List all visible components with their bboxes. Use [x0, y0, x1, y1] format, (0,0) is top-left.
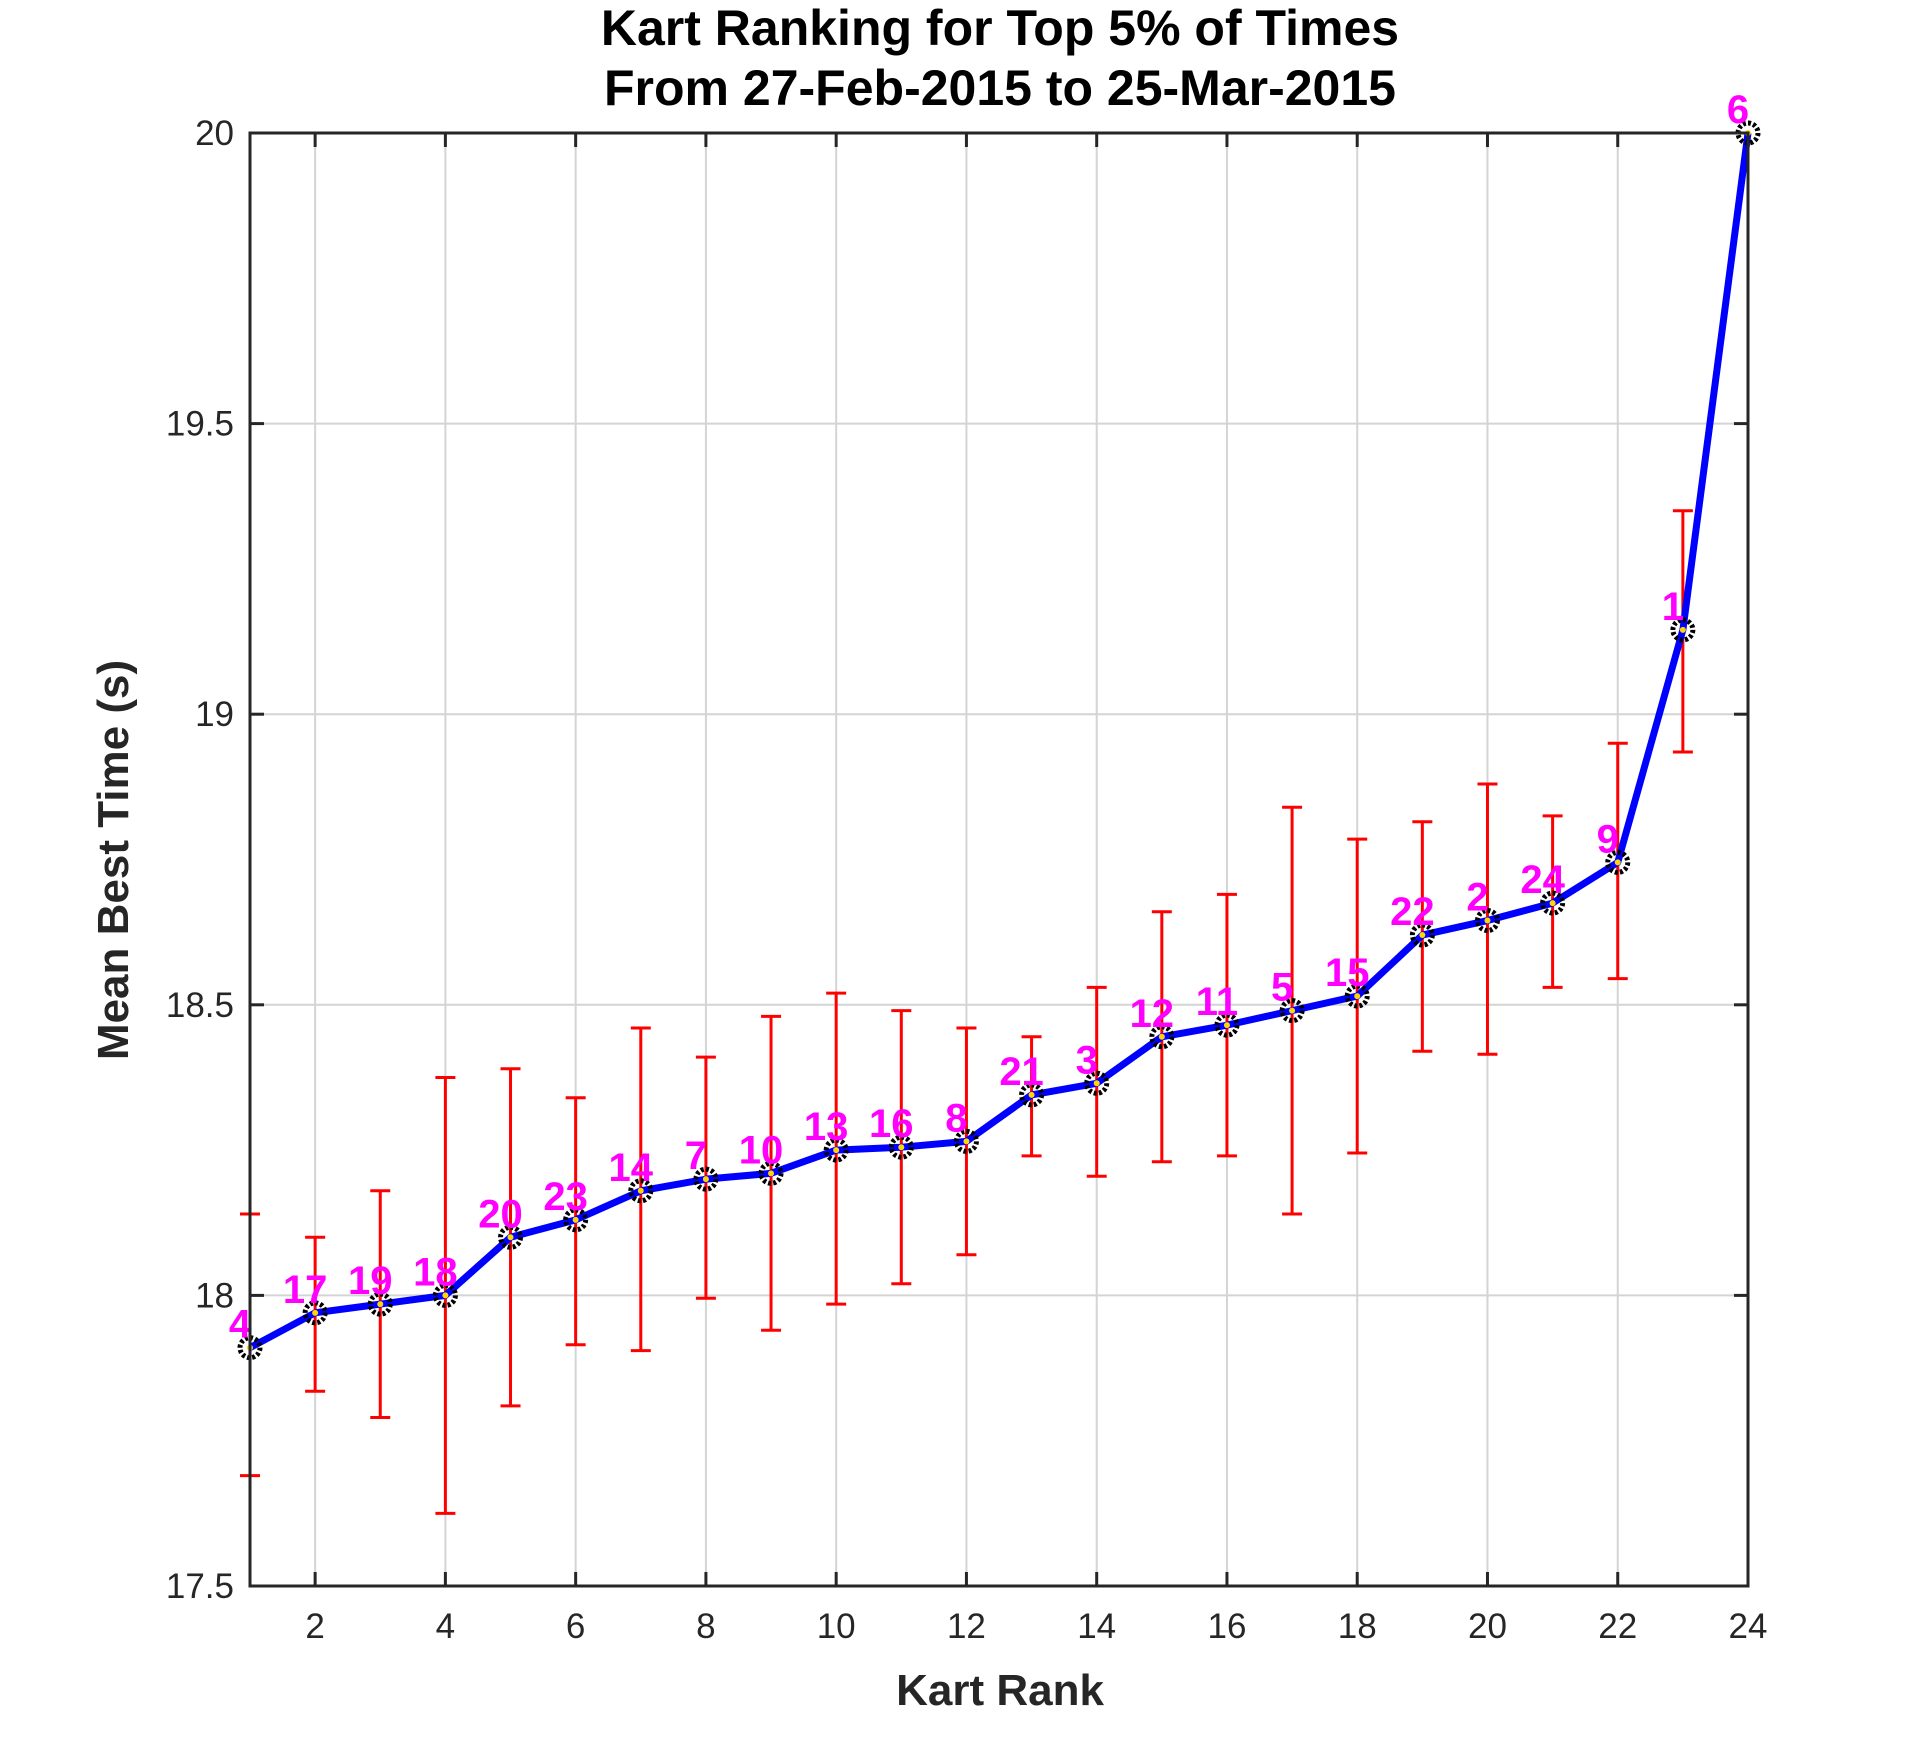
x-tick-label: 14: [1077, 1607, 1116, 1646]
y-axis-label: Mean Best Time (s): [89, 660, 138, 1060]
kart-label: 15: [1325, 951, 1370, 995]
data-point-center: [1028, 1091, 1035, 1098]
data-markers: [237, 120, 1761, 1361]
chart-title-line-1: Kart Ranking for Top 5% of Times: [601, 0, 1399, 56]
y-tick-label: 18: [195, 1276, 234, 1315]
data-point-marker: [1474, 908, 1500, 934]
data-point-marker: [1670, 617, 1696, 643]
x-tick-label: 12: [947, 1607, 986, 1646]
x-tick-labels: 2 4 6 8 10 12 14 16 18 20 22 24: [305, 1607, 1767, 1646]
kart-label: 3: [1076, 1038, 1098, 1082]
data-point-center: [572, 1216, 579, 1223]
data-point-marker: [432, 1282, 458, 1308]
x-tick-label: 8: [696, 1607, 715, 1646]
x-axis-label: Kart Rank: [896, 1666, 1104, 1715]
y-tick-label: 19: [195, 695, 234, 734]
data-point-center: [768, 1170, 775, 1177]
kart-label: 12: [1130, 992, 1175, 1036]
y-tick-labels: 17.5 18 18.5 19 19.5 20: [166, 114, 234, 1606]
data-point-marker: [1084, 1070, 1110, 1096]
data-point-center: [1614, 859, 1621, 866]
y-tick-label: 17.5: [166, 1567, 234, 1606]
kart-label: 11: [1196, 980, 1238, 1024]
x-tick-label: 20: [1468, 1607, 1507, 1646]
x-tick-label: 22: [1598, 1607, 1637, 1646]
data-point-marker: [367, 1291, 393, 1317]
data-point-center: [1223, 1022, 1230, 1029]
data-point-marker: [888, 1134, 914, 1160]
x-tick-label: 18: [1338, 1607, 1377, 1646]
kart-label: 7: [685, 1134, 707, 1178]
data-point-marker: [758, 1160, 784, 1186]
data-point-center: [312, 1309, 319, 1316]
chart-title-line-2: From 27-Feb-2015 to 25-Mar-2015: [604, 60, 1396, 116]
kart-label: 18: [413, 1250, 458, 1294]
kart-label: 22: [1390, 890, 1435, 934]
kart-label: 20: [478, 1192, 523, 1236]
kart-label: 21: [999, 1050, 1044, 1094]
data-point-marker: [628, 1178, 654, 1204]
x-tick-label: 16: [1207, 1607, 1246, 1646]
y-tick-label: 19.5: [166, 405, 234, 444]
x-tick-label: 6: [566, 1607, 585, 1646]
data-point-marker: [1149, 1024, 1175, 1050]
data-point-marker: [1605, 849, 1631, 875]
y-tick-label: 20: [195, 114, 234, 153]
data-point-center: [1484, 917, 1491, 924]
data-point-marker: [1214, 1012, 1240, 1038]
kart-label: 17: [283, 1268, 328, 1312]
kart-label: 19: [348, 1259, 393, 1303]
kart-label: 24: [1520, 858, 1565, 902]
kart-label: 16: [869, 1102, 914, 1146]
plot-frame: [248, 131, 1750, 1588]
data-point-marker: [1409, 922, 1435, 948]
data-point-marker: [1019, 1082, 1045, 1108]
data-point-center: [1093, 1080, 1100, 1087]
data-point-marker: [1279, 998, 1305, 1024]
series-line: [248, 132, 1752, 1351]
data-point-marker: [693, 1166, 719, 1192]
data-point-center: [637, 1187, 644, 1194]
data-point-center: [1549, 900, 1556, 907]
kart-label: 10: [739, 1128, 784, 1172]
x-tick-label: 24: [1729, 1607, 1768, 1646]
kart-label: 5: [1271, 966, 1293, 1010]
kart-label: 8: [945, 1096, 967, 1140]
y-tick-label: 18.5: [166, 986, 234, 1025]
data-point-center: [1158, 1033, 1165, 1040]
axis-ticks: [250, 131, 1750, 1588]
kart-label: 9: [1597, 817, 1619, 861]
kart-label: 23: [543, 1175, 588, 1219]
data-point-marker: [498, 1224, 524, 1250]
data-point-center: [1354, 993, 1361, 1000]
x-tick-label: 2: [305, 1607, 324, 1646]
data-point-center: [833, 1147, 840, 1154]
data-point-marker: [302, 1300, 328, 1326]
data-point-marker: [953, 1128, 979, 1154]
data-point-center: [898, 1144, 905, 1151]
data-point-center: [1679, 626, 1686, 633]
data-point-marker: [563, 1207, 589, 1233]
kart-label: 6: [1727, 88, 1749, 132]
data-point-center: [702, 1176, 709, 1183]
data-point-center: [963, 1138, 970, 1145]
data-point-marker: [1344, 983, 1370, 1009]
kart-label: 2: [1466, 876, 1488, 920]
data-point-marker: [1540, 890, 1566, 916]
data-point-marker: [823, 1137, 849, 1163]
kart-label: 1: [1662, 585, 1684, 629]
data-point-center: [1289, 1007, 1296, 1014]
data-point-center: [1419, 932, 1426, 939]
data-point-center: [442, 1292, 449, 1299]
data-point-center: [507, 1234, 514, 1241]
data-point-center: [377, 1301, 384, 1308]
kart-label: 14: [609, 1146, 654, 1190]
x-tick-label: 4: [436, 1607, 455, 1646]
kart-label: 13: [804, 1105, 849, 1149]
kart-label: 4: [229, 1303, 252, 1347]
x-tick-label: 10: [817, 1607, 856, 1646]
